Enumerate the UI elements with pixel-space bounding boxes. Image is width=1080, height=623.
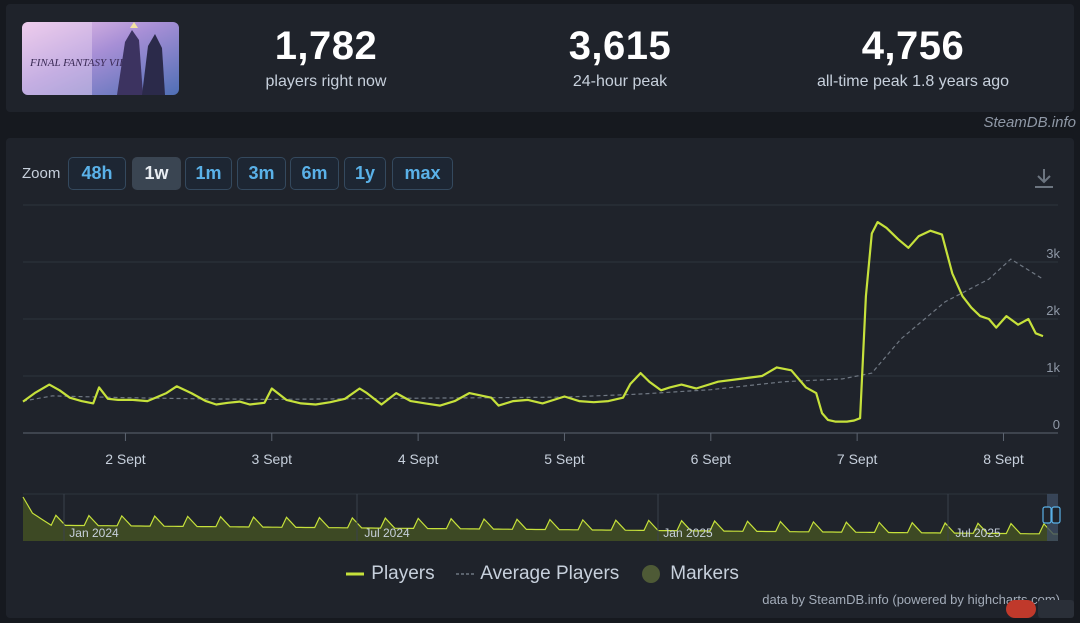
average-players-line	[22, 258, 1044, 402]
navigator-label: Jul 2024	[364, 526, 410, 540]
legend-players[interactable]: Players	[346, 560, 435, 588]
x-tick-label: 7 Sept	[837, 451, 878, 467]
current-players-stat: 1,782 players right now	[186, 22, 466, 92]
legend-players-label: Players	[371, 563, 435, 584]
day-peak-value: 3,615	[568, 24, 672, 68]
zoom-label: Zoom	[22, 165, 61, 182]
alltime-peak-value: 4,756	[861, 24, 965, 68]
download-icon[interactable]	[1032, 166, 1056, 190]
players-line-icon	[346, 572, 364, 576]
day-peak-stat: 3,615 24-hour peak	[480, 22, 760, 92]
x-tick-label: 5 Sept	[544, 451, 585, 467]
navigator-line	[22, 496, 1058, 535]
y-tick-label: 2k	[1046, 303, 1060, 318]
zoom-1y-button[interactable]: 1y	[344, 157, 386, 190]
site-watermark	[1006, 600, 1074, 618]
x-tick-label: 2 Sept	[105, 451, 146, 467]
day-peak-label: 24-hour peak	[572, 73, 668, 90]
zoom-1w-button[interactable]: 1w	[132, 157, 181, 190]
zoom-max-button[interactable]: max	[392, 157, 453, 190]
current-players-value: 1,782	[274, 24, 378, 68]
y-tick-label: 1k	[1046, 360, 1060, 375]
legend-markers-label: Markers	[670, 563, 739, 584]
legend-average-players[interactable]: Average Players	[456, 560, 619, 588]
navigator-label: Jan 2024	[69, 526, 119, 540]
game-thumbnail[interactable]: FINAL FANTASY VII	[22, 22, 179, 95]
current-players-label: players right now	[265, 73, 387, 90]
navigator-area	[23, 497, 1058, 541]
legend-markers[interactable]: Markers	[641, 560, 739, 588]
legend-average-label: Average Players	[480, 563, 620, 584]
stats-panel	[6, 4, 1074, 112]
chart-credits[interactable]: data by SteamDB.info (powered by highcha…	[762, 592, 1060, 607]
average-line-icon	[456, 573, 474, 575]
x-tick-label: 8 Sept	[983, 451, 1024, 467]
x-tick-label: 3 Sept	[252, 451, 293, 467]
y-tick-label: 0	[1053, 417, 1060, 432]
navigator-handle[interactable]	[1042, 506, 1052, 524]
steamdb-brand[interactable]: SteamDB.info	[983, 114, 1076, 131]
navigator-handle[interactable]	[1051, 506, 1061, 524]
zoom-1m-button[interactable]: 1m	[185, 157, 232, 190]
alltime-peak-stat: 4,756 all-time peak 1.8 years ago	[773, 22, 1053, 92]
svg-text:FINAL FANTASY VII: FINAL FANTASY VII	[29, 57, 124, 69]
zoom-6m-button[interactable]: 6m	[290, 157, 339, 190]
zoom-3m-button[interactable]: 3m	[237, 157, 286, 190]
x-tick-label: 4 Sept	[398, 451, 439, 467]
alltime-peak-label: all-time peak 1.8 years ago	[816, 73, 1010, 90]
chart-legend: Players Average Players Markers	[0, 560, 1080, 588]
navigator-label: Jul 2025	[955, 526, 1001, 540]
markers-dot-icon	[642, 565, 660, 583]
navigator-label: Jan 2025	[663, 526, 713, 540]
y-tick-label: 3k	[1046, 246, 1060, 261]
zoom-48h-button[interactable]: 48h	[68, 157, 126, 190]
x-tick-label: 6 Sept	[691, 451, 732, 467]
players-line	[22, 221, 1044, 423]
